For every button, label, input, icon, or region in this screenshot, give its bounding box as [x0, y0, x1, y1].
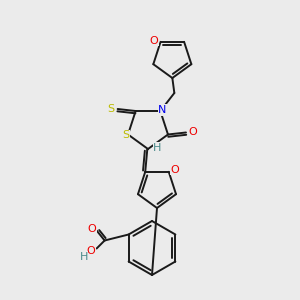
Text: S: S [107, 104, 114, 114]
Text: O: O [149, 36, 158, 46]
Text: O: O [170, 165, 179, 175]
Text: H: H [80, 251, 88, 262]
Text: O: O [87, 224, 96, 233]
Text: N: N [158, 105, 166, 115]
Text: O: O [86, 245, 95, 256]
Text: H: H [153, 143, 161, 153]
Text: S: S [122, 130, 130, 140]
Text: O: O [189, 128, 197, 137]
